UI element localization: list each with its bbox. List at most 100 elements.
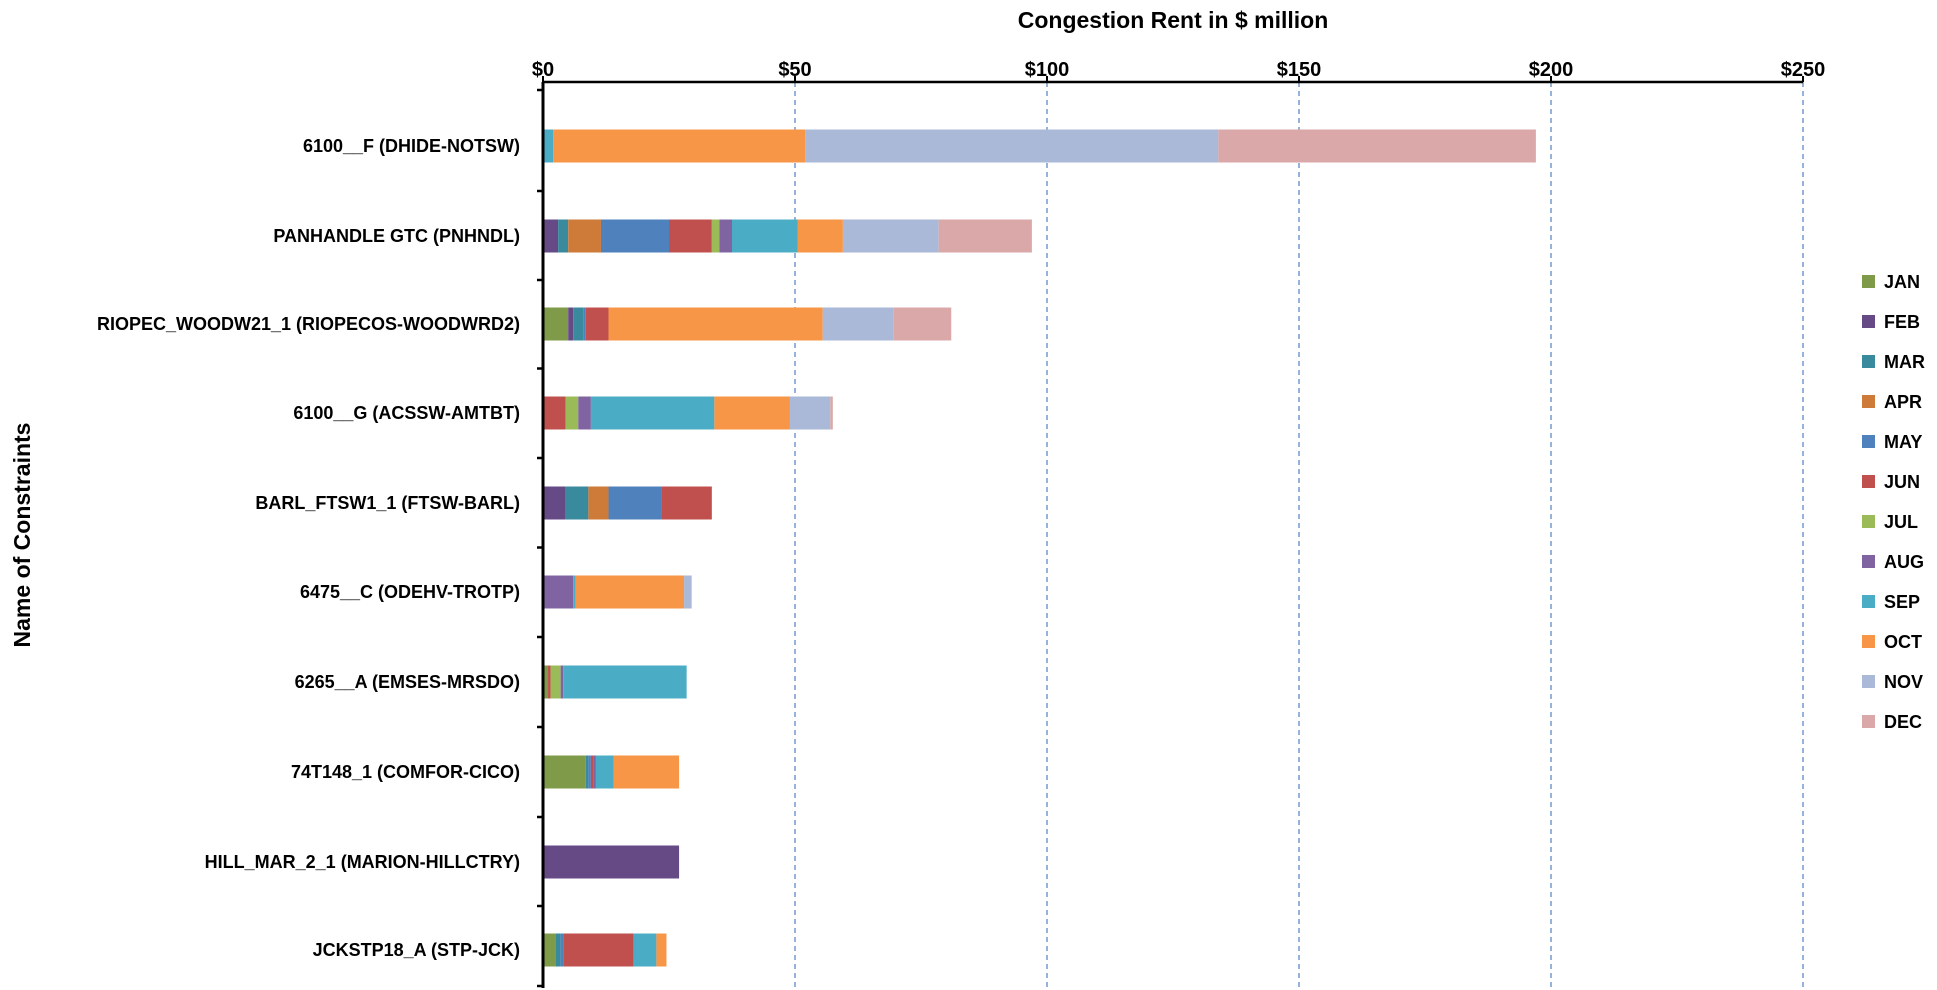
bar-segment-sep-1	[732, 219, 798, 253]
legend-swatch-nov	[1862, 675, 1875, 688]
legend-swatch-feb	[1862, 315, 1875, 328]
legend-swatch-apr	[1862, 395, 1875, 408]
legend-swatch-jun	[1862, 475, 1875, 488]
bar-segment-jul-3	[565, 396, 579, 430]
bar-segment-jul-6	[550, 665, 561, 699]
legend-label-aug: AUG	[1884, 552, 1924, 572]
bar-segment-feb-8	[543, 845, 680, 879]
bar-segment-aug-6	[560, 665, 564, 699]
legend-label-nov: NOV	[1884, 672, 1923, 692]
bar-segment-nov-1	[842, 219, 939, 253]
bar-segment-feb-1	[543, 219, 559, 253]
bar-segment-mar-7	[585, 755, 589, 789]
bar-segment-nov-3	[789, 396, 831, 430]
legend-swatch-oct	[1862, 635, 1875, 648]
category-label-5: 6475__C (ODEHV-TROTP)	[300, 582, 520, 602]
bar-segment-may-9	[560, 933, 564, 967]
bar-segment-jul-1	[711, 219, 720, 253]
x-tick-label-0: $0	[532, 59, 554, 81]
x-tick-label-150: $150	[1277, 59, 1322, 81]
legend-swatch-may	[1862, 435, 1875, 448]
axes	[537, 76, 1804, 988]
bar-segment-oct-7	[613, 755, 680, 789]
legend: JAN FEB MAR APR MAY JUN JUL AUG SEP OCT NOV DEC	[1862, 272, 1925, 732]
bar-segment-sep-6	[563, 665, 687, 699]
bar-segment-may-4	[608, 486, 662, 520]
legend-label-jul: JUL	[1884, 512, 1918, 532]
bar-segment-mar-4	[565, 486, 589, 520]
x-tick-label-250: $250	[1781, 59, 1826, 81]
legend-label-jan: JAN	[1884, 272, 1920, 292]
bar-segment-may-1	[600, 219, 669, 253]
legend-swatch-mar	[1862, 355, 1875, 368]
bar-segment-jun-9	[563, 933, 634, 967]
category-label-9: JCKSTP18_A (STP-JCK)	[313, 940, 520, 960]
bar-segment-sep-7	[595, 755, 614, 789]
bar-segment-oct-5	[575, 575, 685, 609]
grid-lines	[794, 82, 1804, 988]
category-label-4: BARL_FTSW1_1 (FTSW-BARL)	[255, 493, 520, 513]
bar-segment-aug-3	[578, 396, 591, 430]
bar-segment-oct-0	[553, 129, 806, 163]
bar-segment-mar-9	[555, 933, 561, 967]
bar-segment-jan-9	[543, 933, 556, 967]
bar-segment-nov-2	[822, 307, 894, 341]
bar-segment-nov-0	[805, 129, 1219, 163]
legend-label-jun: JUN	[1884, 472, 1920, 492]
bar-segment-dec-1	[938, 219, 1032, 253]
bar-segment-nov-5	[684, 575, 692, 609]
category-label-2: RIOPEC_WOODW21_1 (RIOPECOS-WOODWRD2)	[97, 314, 520, 334]
legend-label-apr: APR	[1884, 392, 1922, 412]
legend-label-may: MAY	[1884, 432, 1922, 452]
bar-segment-jan-6	[543, 665, 549, 699]
category-label-0: 6100__F (DHIDE-NOTSW)	[303, 136, 520, 156]
bar-segment-sep-5	[573, 575, 576, 609]
bar-segment-aug-1	[719, 219, 732, 253]
bar-segment-sep-0	[543, 129, 554, 163]
bar-segment-jan-2	[543, 307, 569, 341]
bar-segment-feb-4	[543, 486, 566, 520]
x-tick-label-200: $200	[1529, 59, 1574, 81]
category-label-1: PANHANDLE GTC (PNHNDL)	[273, 226, 520, 246]
category-labels: 6100__F (DHIDE-NOTSW) PANHANDLE GTC (PNHN…	[97, 136, 520, 960]
legend-swatch-dec	[1862, 715, 1875, 728]
bar-segment-sep-9	[633, 933, 657, 967]
bar-segment-dec-0	[1218, 129, 1536, 163]
bar-segment-oct-1	[797, 219, 843, 253]
y-axis-title: Name of Constraints	[9, 423, 35, 648]
bar-segment-aug-7	[593, 755, 596, 789]
bar-segment-dec-3	[830, 396, 833, 430]
bar-segment-dec-2	[893, 307, 952, 341]
x-axis-title: Congestion Rent in $ million	[1018, 7, 1329, 33]
legend-label-mar: MAR	[1884, 352, 1925, 372]
bar-segment-feb-2	[568, 307, 574, 341]
legend-label-sep: SEP	[1884, 592, 1920, 612]
category-label-7: 74T148_1 (COMFOR-CICO)	[291, 762, 520, 782]
bars	[543, 129, 1536, 967]
bar-segment-jun-4	[661, 486, 712, 520]
bar-segment-oct-9	[656, 933, 667, 967]
bar-segment-oct-2	[608, 307, 823, 341]
x-tick-labels: $0 $50 $100 $150 $200 $250	[532, 59, 1825, 81]
bar-segment-aug-5	[543, 575, 574, 609]
bar-segment-may-2	[583, 307, 586, 341]
bar-segment-jun-6	[548, 665, 551, 699]
category-label-3: 6100__G (ACSSW-AMTBT)	[293, 403, 520, 423]
category-label-6: 6265__A (EMSES-MRSDO)	[295, 672, 520, 692]
legend-swatch-sep	[1862, 595, 1875, 608]
bar-segment-mar-1	[558, 219, 569, 253]
legend-label-feb: FEB	[1884, 312, 1920, 332]
legend-swatch-jul	[1862, 515, 1875, 528]
legend-label-dec: DEC	[1884, 712, 1922, 732]
bar-segment-mar-2	[573, 307, 584, 341]
bar-segment-sep-3	[590, 396, 715, 430]
bar-segment-apr-1	[568, 219, 601, 253]
bar-segment-jan-7	[543, 755, 586, 789]
bar-segment-jun-3	[543, 396, 566, 430]
bar-segment-oct-3	[714, 396, 790, 430]
legend-swatch-aug	[1862, 555, 1875, 568]
bar-segment-jun-2	[585, 307, 609, 341]
x-tick-label-100: $100	[1025, 59, 1070, 81]
